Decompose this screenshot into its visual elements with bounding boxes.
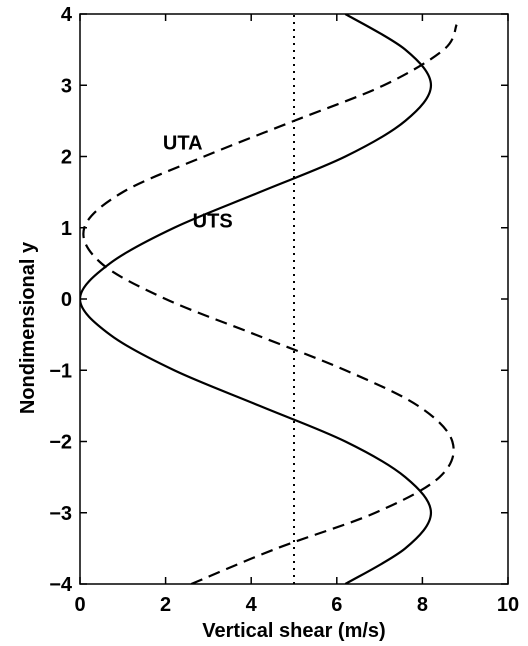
y-tick-label: 2 (61, 147, 72, 169)
curve-label-uta: UTA (163, 132, 203, 154)
y-axis-title: Nondimensional y (17, 241, 39, 414)
x-axis-title: Vertical shear (m/s) (202, 620, 385, 642)
x-tick-label: 0 (74, 594, 85, 616)
y-tick-label: −4 (49, 574, 73, 596)
x-tick-label: 10 (497, 594, 519, 616)
plot-layer: 0 2 4 6 8 10 −4 −3 −2 −1 0 1 2 3 4 UTA UTS (49, 4, 519, 616)
curve-label-uts: UTS (193, 211, 233, 233)
y-tick-label: −1 (49, 360, 72, 382)
y-tick-label: 1 (61, 218, 72, 240)
y-tick-label: −3 (49, 503, 72, 525)
y-tick-label: 0 (61, 289, 72, 311)
x-tick-label: 8 (417, 594, 428, 616)
x-tick-label: 2 (160, 594, 171, 616)
y-tick-label: 3 (61, 75, 72, 97)
series-dashed-line (82, 24, 458, 584)
x-tick-label: 6 (331, 594, 342, 616)
y-tick-label: −2 (49, 432, 72, 454)
x-tick-label: 4 (246, 594, 258, 616)
series-solid-line (80, 14, 433, 584)
y-tick-label: 4 (61, 4, 73, 26)
